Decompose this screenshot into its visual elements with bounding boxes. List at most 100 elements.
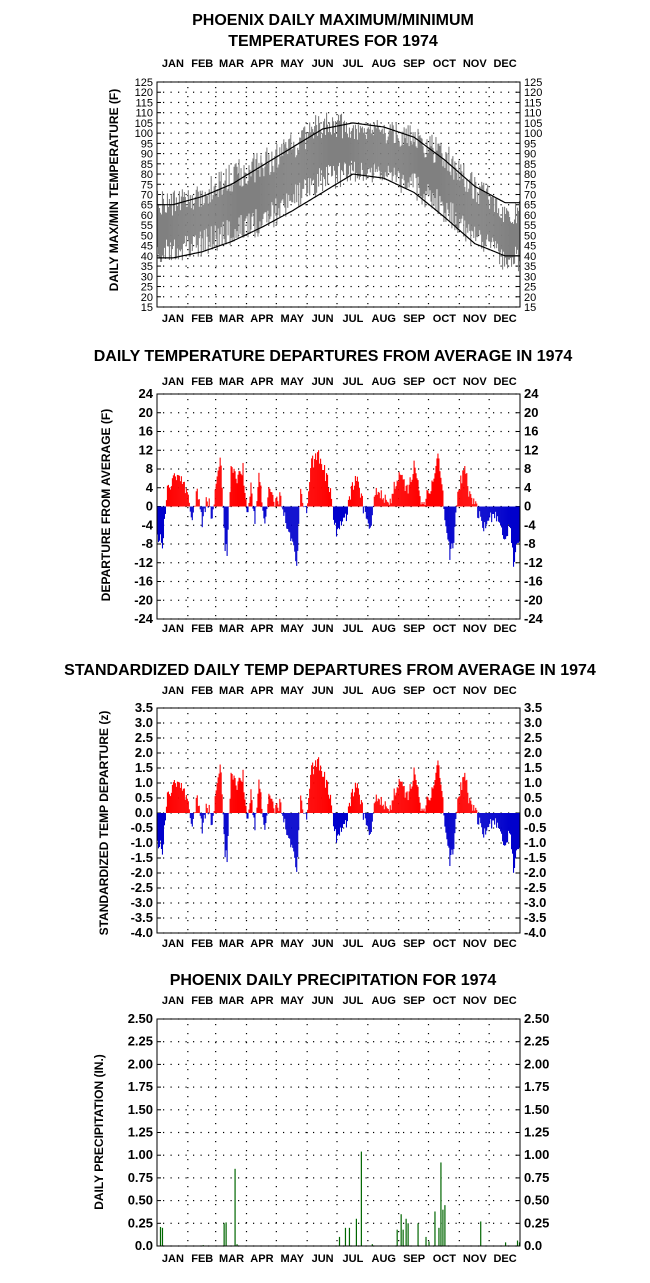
daily-range-bar: [225, 181, 226, 243]
grid-dot: [398, 920, 399, 921]
grid-dot: [428, 453, 429, 454]
grid-dot: [187, 426, 188, 427]
y-tick-label-right: -3.5: [524, 910, 546, 925]
month-label-top: JAN: [162, 376, 184, 388]
grid-dot: [478, 153, 479, 154]
grid-dot: [456, 412, 457, 413]
grid-dot: [463, 1041, 464, 1042]
cold-departure-bar: [482, 507, 483, 528]
grid-dot: [261, 1064, 262, 1065]
grid-dot: [216, 102, 217, 103]
grid-dot: [381, 1041, 382, 1042]
grid-dot: [388, 276, 389, 277]
warm-departure-bar: [270, 799, 271, 813]
warm-departure-bar: [428, 800, 429, 813]
grid-dot: [193, 112, 194, 113]
warm-departure-bar: [328, 488, 329, 506]
grid-dot: [411, 902, 412, 903]
warm-departure-bar: [413, 474, 414, 506]
warm-departure-bar: [350, 806, 351, 813]
warm-departure-bar: [275, 498, 276, 506]
daily-range-bar: [322, 133, 323, 191]
warm-departure-bar: [176, 480, 177, 506]
warm-departure-bar: [461, 483, 462, 506]
warm-departure-bar: [351, 793, 352, 813]
warm-departure-bar: [276, 803, 277, 813]
grid-dot: [231, 737, 232, 738]
daily-range-bar: [308, 132, 309, 178]
grid-dot: [463, 722, 464, 723]
grid-dot: [307, 87, 308, 88]
grid-dot: [171, 887, 172, 888]
grid-dot: [208, 92, 209, 93]
grid-dot: [208, 431, 209, 432]
warm-departure-bar: [350, 500, 351, 507]
daily-range-bar: [429, 136, 430, 190]
grid-dot: [238, 1041, 239, 1042]
grid-dot: [471, 600, 472, 601]
grid-dot: [276, 102, 277, 103]
grid-dot: [366, 722, 367, 723]
y-tick-label-right: 3.0: [524, 715, 542, 730]
grid-dot: [441, 752, 442, 753]
grid-dot: [291, 722, 292, 723]
grid-dot: [187, 857, 188, 858]
grid-dot: [366, 767, 367, 768]
warm-departure-bar: [424, 812, 425, 813]
grid-dot: [373, 265, 374, 266]
grid-dot: [388, 543, 389, 544]
grid-dot: [246, 123, 247, 124]
grid-dot: [246, 132, 247, 133]
grid-dot: [283, 887, 284, 888]
daily-range-bar: [181, 197, 182, 250]
grid-dot: [459, 285, 460, 286]
grid-dot: [388, 797, 389, 798]
grid-dot: [193, 194, 194, 195]
grid-dot: [321, 1087, 322, 1088]
grid-dot: [291, 1087, 292, 1088]
grid-dot: [459, 821, 460, 822]
grid-dot: [456, 722, 457, 723]
grid-dot: [208, 752, 209, 753]
grid-dot: [306, 887, 307, 888]
daily-range-bar: [390, 124, 391, 173]
grid-dot: [246, 450, 247, 451]
daily-range-bar: [391, 131, 392, 172]
grid-dot: [373, 1132, 374, 1133]
daily-range-bar: [496, 198, 497, 249]
cold-departure-bar: [252, 813, 253, 815]
grid-dot: [441, 92, 442, 93]
grid-dot: [276, 249, 277, 250]
grid-dot: [187, 615, 188, 616]
daily-range-bar: [238, 174, 239, 238]
grid-dot: [328, 245, 329, 246]
grid-dot: [313, 255, 314, 256]
grid-dot: [186, 722, 187, 723]
grid-dot: [283, 265, 284, 266]
grid-dot: [398, 507, 399, 508]
grid-dot: [366, 204, 367, 205]
grid-dot: [276, 480, 277, 481]
grid-dot: [321, 902, 322, 903]
warm-departure-bar: [207, 808, 208, 813]
grid-dot: [418, 214, 419, 215]
daily-range-bar: [282, 156, 283, 200]
grid-dot: [433, 752, 434, 753]
grid-dot: [501, 122, 502, 123]
warm-departure-bar: [387, 502, 388, 507]
grid-dot: [426, 296, 427, 297]
cold-departure-bar: [453, 507, 454, 543]
cold-departure-bar: [333, 813, 334, 826]
grid-dot: [411, 122, 412, 123]
daily-range-bar: [447, 171, 448, 210]
grid-dot: [367, 588, 368, 589]
grid-dot: [433, 286, 434, 287]
daily-range-bar: [423, 153, 424, 194]
grid-dot: [215, 543, 216, 544]
warm-departure-bar: [467, 793, 468, 813]
daily-range-bar: [514, 219, 515, 263]
grid-dot: [396, 722, 397, 723]
grid-dot: [246, 245, 247, 246]
grid-dot: [489, 453, 490, 454]
daily-range-bar: [386, 143, 387, 176]
